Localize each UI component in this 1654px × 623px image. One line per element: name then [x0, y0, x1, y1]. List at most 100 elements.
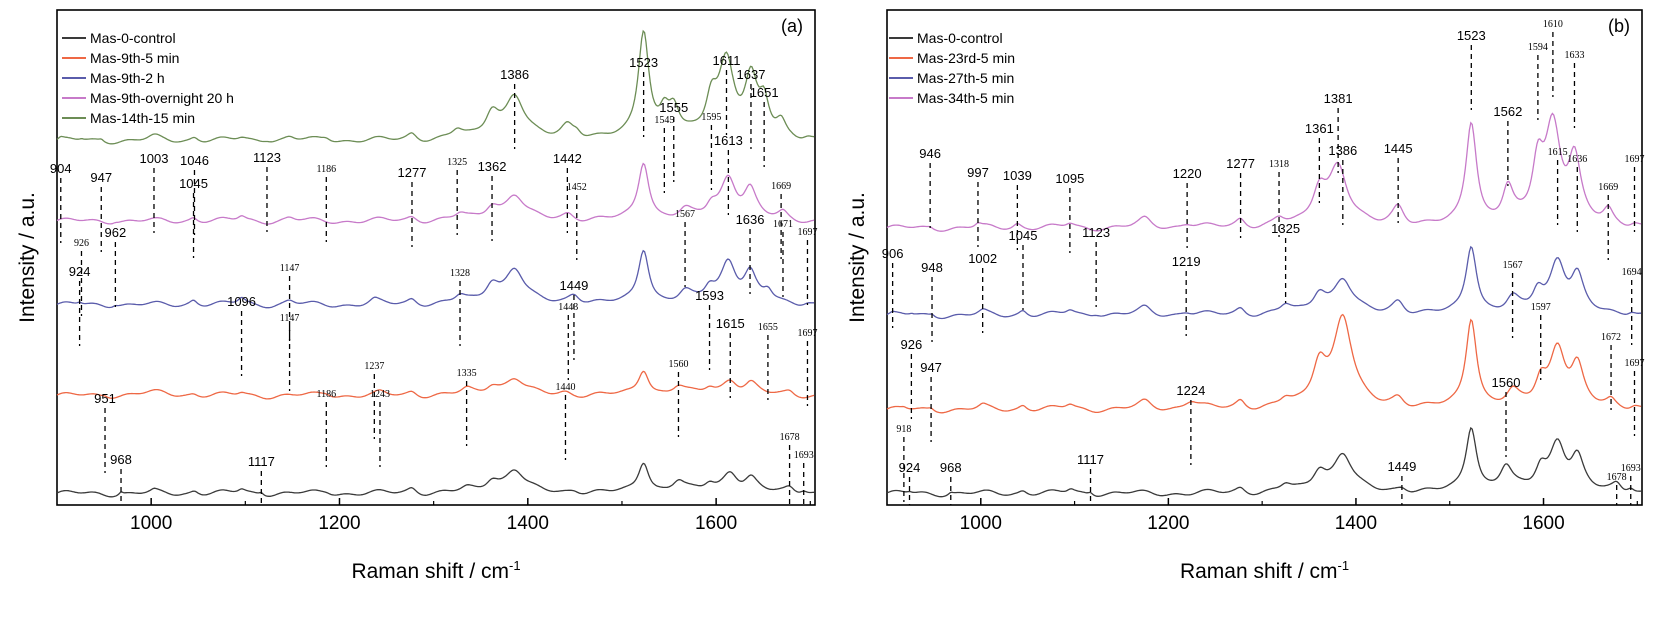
peak-label: 1697 [797, 328, 817, 339]
peak-label: 947 [920, 360, 942, 375]
peak-label: 1219 [1172, 254, 1201, 269]
series-line-0 [886, 426, 1642, 498]
peak-label: 1560 [668, 359, 688, 370]
peak-label: 1045 [1009, 228, 1038, 243]
peak-label: 1445 [1384, 141, 1413, 156]
x-tick-label: 1600 [695, 513, 737, 534]
peak-label: 1386 [500, 67, 529, 82]
peak-label: 1318 [1269, 159, 1289, 170]
chart-panel-a: 904 947 1003 1046 1123 1186 1277 1325 1362 1386 14… [0, 0, 827, 618]
peak-label: 906 [882, 246, 904, 261]
chart-panel-b: 1523 1610 1594 1633 1381 1562 1361 1445 1669 1615… [827, 0, 1654, 618]
peak-label: 1610 [1543, 19, 1563, 30]
peak-label: 1186 [316, 164, 336, 175]
peak-label: 962 [105, 225, 127, 240]
legend-entry: Mas-0-control [90, 30, 176, 46]
peak-label: 1224 [1176, 383, 1205, 398]
peak-label: 1123 [253, 150, 281, 165]
peak-label: 1442 [553, 151, 582, 166]
peak-label: 1669 [771, 181, 791, 192]
peak-label: 1325 [447, 157, 467, 168]
peak-label: 1237 [364, 361, 384, 372]
plot-frame [56, 9, 816, 506]
legend-entry: Mas-23rd-5 min [917, 50, 1015, 66]
peak-label: 1633 [1564, 50, 1584, 61]
peak-label: 947 [90, 170, 112, 185]
peak-label: 1147 [280, 313, 300, 324]
peak-label: 1594 [1528, 42, 1548, 53]
peak-label: 1545 [654, 115, 674, 126]
peak-label: 1636 [736, 212, 765, 227]
peak-label: 904 [50, 161, 72, 176]
legend-entry: Mas-9th-5 min [90, 50, 179, 66]
peak-label: 1335 [457, 368, 477, 379]
x-tick-label: 1000 [960, 513, 1002, 534]
series-line-3 [886, 112, 1642, 232]
panel-label: (a) [781, 16, 803, 36]
peak-label: 1186 [316, 389, 336, 400]
x-axis-title-text: Raman shift / cm [1180, 560, 1338, 583]
peak-label: 1046 [180, 153, 209, 168]
legend-entry: Mas-27th-5 min [917, 70, 1014, 86]
x-axis-title-sup: -1 [509, 558, 521, 573]
peak-label: 1567 [1503, 260, 1523, 271]
peak-label: 1220 [1173, 166, 1202, 181]
peak-label: 1123 [1082, 225, 1110, 240]
plot-frame [886, 9, 1643, 506]
peak-label: 1386 [1328, 143, 1357, 158]
peak-label: 1697 [1624, 154, 1644, 165]
peak-label: 968 [940, 460, 962, 475]
x-tick-label: 1200 [1147, 513, 1189, 534]
peak-label: 1523 [1457, 28, 1486, 43]
peak-label: 1443 [558, 302, 578, 313]
peak-label: 1651 [750, 85, 779, 100]
peak-label: 1637 [737, 67, 766, 82]
peak-label: 1562 [1493, 104, 1522, 119]
x-axis-title: Raman shift / cm-1 [351, 558, 520, 583]
peak-label: 1567 [675, 209, 695, 220]
peak-label: 1613 [714, 133, 743, 148]
peak-label: 1615 [716, 316, 745, 331]
peak-label: 1560 [1492, 375, 1521, 390]
peak-label: 1328 [450, 268, 470, 279]
x-tick-label: 1600 [1522, 513, 1564, 534]
legend-entry: Mas-34th-5 min [917, 90, 1014, 106]
peak-label: 1615 [1548, 147, 1568, 158]
peak-label: 1672 [1601, 332, 1621, 343]
peak-label: 1117 [248, 454, 275, 469]
x-tick-label: 1400 [507, 513, 549, 534]
peak-label: 1095 [1055, 171, 1084, 186]
series-line-0 [56, 462, 815, 498]
peak-label: 926 [74, 238, 89, 249]
peak-label: 1595 [701, 112, 721, 123]
peak-label: 951 [94, 391, 116, 406]
x-axis-title: Raman shift / cm-1 [1180, 558, 1349, 583]
peak-label: 1039 [1003, 168, 1032, 183]
y-axis-title: Intensity / a.u. [16, 192, 39, 323]
peak-label: 1694 [1622, 267, 1642, 278]
raman-chart-a: 904 947 1003 1046 1123 1186 1277 1325 1362 1386 14… [16, 9, 817, 583]
legend-entry: Mas-0-control [917, 30, 1003, 46]
peak-label: 1669 [1598, 182, 1618, 193]
peak-label: 946 [919, 146, 941, 161]
peak-label: 1697 [1624, 358, 1644, 369]
peak-label: 1655 [758, 322, 778, 333]
x-axis-title-text: Raman shift / cm [351, 560, 509, 583]
x-axis-title-sup: -1 [1337, 558, 1349, 573]
raman-chart-b: 1523 1610 1594 1633 1381 1562 1361 1445 1669 1615… [846, 9, 1644, 583]
series-line-1 [56, 370, 815, 400]
peak-label: 1678 [780, 432, 800, 443]
peak-label: 948 [921, 260, 943, 275]
peak-label: 1381 [1324, 91, 1353, 106]
peak-label: 1147 [280, 263, 300, 274]
series-line-2 [886, 245, 1642, 320]
peak-label: 1555 [659, 100, 688, 115]
peak-label: 924 [69, 264, 91, 279]
peak-label: 1243 [370, 389, 390, 400]
peak-label: 997 [967, 165, 989, 180]
peak-label: 1697 [797, 227, 817, 238]
peak-label: 1449 [559, 278, 588, 293]
peak-label: 1597 [1531, 302, 1551, 313]
peak-label: 1117 [1077, 452, 1104, 467]
peak-label: 1002 [968, 251, 997, 266]
